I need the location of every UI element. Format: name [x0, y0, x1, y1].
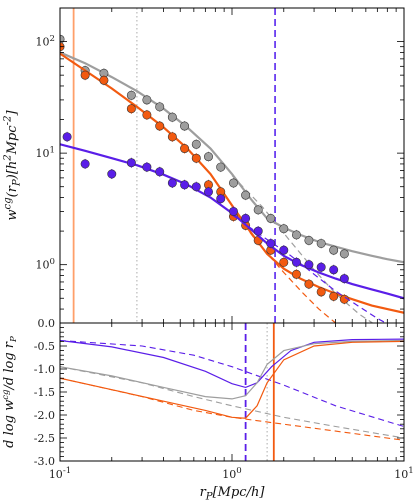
top-series-0-point — [155, 102, 165, 112]
top-series-0-point — [304, 235, 314, 245]
top-series-0-point — [228, 178, 238, 188]
top-series-2-dashed-line — [231, 214, 388, 323]
bottom-xtick-label: 101 — [394, 466, 413, 481]
bottom-ytick-label: -3.0 — [34, 455, 55, 468]
top-ytick-label: 102 — [36, 34, 55, 49]
top-series-1-point — [167, 132, 177, 142]
bottom-ytick-label: 0.0 — [38, 317, 56, 330]
top-series-1-point — [304, 279, 314, 289]
top-plot-area — [60, 8, 404, 323]
top-series-0-point — [253, 205, 263, 215]
top-series-0-point — [167, 112, 177, 122]
top-ylabel: wcg(rP)[h2Mpc-2] — [2, 109, 22, 220]
top-series-2-point — [167, 178, 177, 188]
top-series-2-point — [339, 274, 349, 284]
top-series-0-point — [316, 238, 326, 248]
top-series-2-point — [279, 245, 289, 255]
top-series-2-point — [316, 262, 326, 272]
top-series-2-point — [107, 169, 117, 179]
bottom-ytick-label: -0.5 — [34, 340, 55, 353]
top-series-0-point — [241, 190, 251, 200]
top-series-1-point — [291, 269, 301, 279]
top-series-1-point — [279, 257, 289, 267]
top-series-2-point — [80, 159, 90, 169]
top-series-1-point — [142, 110, 152, 120]
top-series-2-point — [191, 182, 201, 192]
top-series-2-point — [216, 194, 226, 204]
bottom-ytick-label: -2.5 — [34, 432, 55, 445]
top-series-0-point — [339, 249, 349, 259]
top-series-1-point — [80, 70, 90, 80]
top-series-1-point — [191, 153, 201, 163]
top-series-1-point — [316, 287, 326, 297]
top-series-1-point — [99, 75, 109, 85]
top-series-2-point — [126, 158, 136, 168]
top-series-2-point — [329, 265, 339, 275]
bottom-ytick-label: -1.5 — [34, 386, 55, 399]
top-series-0-point — [126, 90, 136, 100]
top-series-0-point — [291, 230, 301, 240]
bottom-series-2-solid-line — [60, 340, 404, 419]
bottom-ytick-label: -2.0 — [34, 409, 55, 422]
top-series-2-point — [291, 257, 301, 267]
bottom-xtick-label: 100 — [222, 466, 241, 481]
top-series-2-point — [253, 226, 263, 236]
top-series-0-point — [191, 139, 201, 149]
top-series-2-point — [304, 260, 314, 270]
bottom-xtick-label: 10-1 — [49, 466, 71, 481]
top-series-1-point — [180, 144, 190, 154]
bottom-panel: 10-1 100 101 0.0 -0.5 -1.0 -1.5 -2.0 -2.5 -3.0 d l… — [1, 317, 414, 503]
top-series-0-point — [279, 224, 289, 234]
top-series-2-point — [266, 238, 276, 248]
top-series-2-point — [180, 180, 190, 190]
bottom-series-0-dashed-line — [60, 339, 404, 428]
top-series-1-point — [126, 104, 136, 114]
bottom-series-0-solid-line — [60, 338, 404, 389]
bottom-xlabel: rP[Mpc/h] — [200, 485, 266, 503]
top-series-2-point — [142, 162, 152, 172]
top-series-0-point — [329, 245, 339, 255]
top-ytick-label: 100 — [36, 257, 55, 272]
top-series-1-point — [155, 121, 165, 131]
top-series-2-point — [241, 213, 251, 223]
bottom-ylabel: d log wcg/d log rP — [1, 336, 19, 448]
top-ytick-label: 101 — [36, 145, 55, 160]
top-series-2-point — [228, 206, 238, 216]
top-series-0-point — [216, 162, 226, 172]
bottom-ytick-label: -1.0 — [34, 363, 55, 376]
top-series-2-point — [62, 132, 72, 142]
top-series-2-point — [155, 167, 165, 177]
top-series-0-point — [203, 152, 213, 162]
bottom-series-1-solid-line — [60, 339, 404, 400]
top-series-1-point — [329, 291, 339, 301]
top-series-2-point — [203, 187, 213, 197]
top-series-0-point — [180, 121, 190, 131]
top-series-0-point — [142, 95, 152, 105]
top-series-0-point — [266, 213, 276, 223]
bottom-plot-area — [60, 323, 404, 461]
top-panel: 100 101 102 wcg(rP)[h2Mpc-2] — [2, 7, 405, 324]
